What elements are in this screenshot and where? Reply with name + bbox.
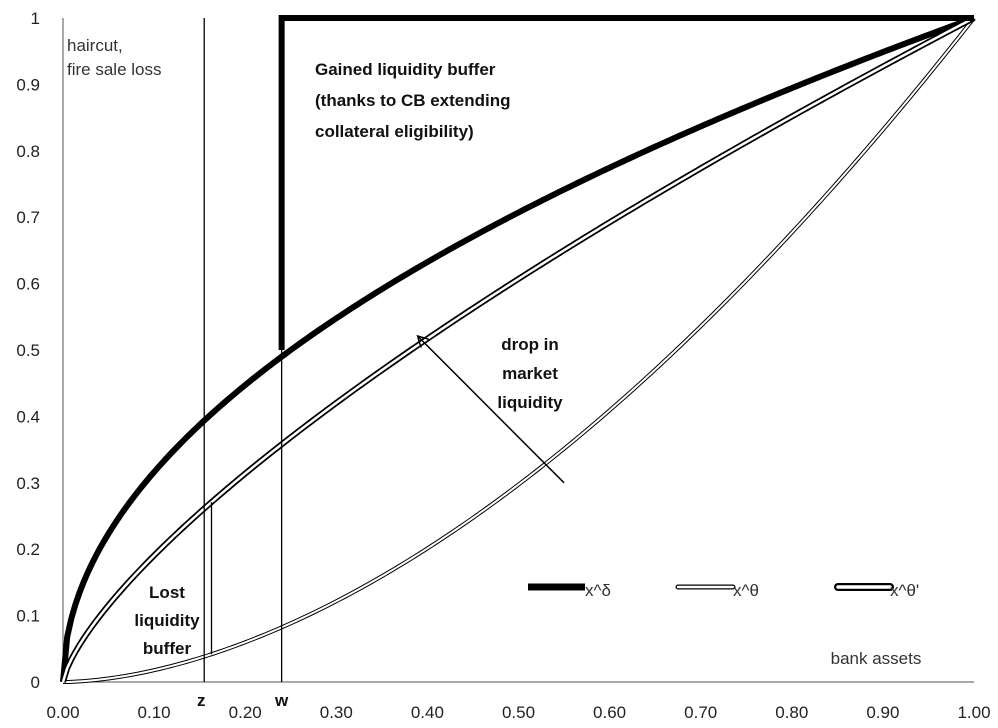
- x-tick-label: 0.40: [411, 703, 444, 722]
- gained-buffer-line: (thanks to CB extending: [315, 91, 511, 110]
- x-tick-label: 1.00: [957, 703, 990, 722]
- y-axis-note-line: haircut,: [67, 36, 123, 55]
- y-tick-label: 1: [31, 9, 40, 28]
- x-tick-label: 0.30: [320, 703, 353, 722]
- y-tick-label: 0.1: [16, 607, 40, 626]
- y-tick-label: 0.5: [16, 341, 40, 360]
- legend-theta-prime-label: x^θ': [890, 581, 919, 600]
- y-tick-label: 0.2: [16, 540, 40, 559]
- drop-liquidity-line: market: [502, 364, 558, 383]
- cb-boundary-line: [278, 15, 974, 350]
- x-tick-label: 0.10: [138, 703, 171, 722]
- y-tick-label: 0.8: [16, 142, 40, 161]
- annotations: haircut, fire sale loss Gained liquidity b…: [67, 36, 921, 668]
- axes: [62, 18, 974, 683]
- tick-labels: 0 0.1 0.2 0.3 0.4 0.5 0.6 0.7 0.8 0.9 1 0.00 0.10 0.2…: [16, 9, 990, 722]
- series-lines: [60, 15, 976, 684]
- x-tick-label: 0.50: [502, 703, 535, 722]
- x-tick-label: 0.20: [229, 703, 262, 722]
- x-tick-label: 0.60: [593, 703, 626, 722]
- x-tick-label: 0.80: [775, 703, 808, 722]
- y-tick-label: 0.4: [16, 407, 40, 426]
- legend: x^δ x^θ x^θ': [528, 581, 919, 600]
- series-line-theta-inner: [62, 17, 975, 683]
- x-tick-label: 0.00: [46, 703, 79, 722]
- drop-liquidity-line: drop in: [501, 335, 559, 354]
- lost-buffer-line: liquidity: [134, 611, 200, 630]
- x-axis-label: bank assets: [831, 649, 922, 668]
- x-tick-label: 0.90: [866, 703, 899, 722]
- legend-theta-label: x^θ: [733, 581, 759, 600]
- gained-buffer-line: collateral eligibility): [315, 122, 474, 141]
- y-tick-label: 0: [31, 673, 40, 692]
- drop-liquidity-arrow: [418, 337, 565, 484]
- lost-buffer-line: Lost: [149, 583, 185, 602]
- y-tick-label: 0.3: [16, 474, 40, 493]
- marker-z-label: z: [197, 691, 206, 710]
- y-tick-label: 0.9: [16, 75, 40, 94]
- y-axis-note-line: fire sale loss: [67, 60, 161, 79]
- series-line-theta-prime-inner: [61, 16, 975, 683]
- marker-w-label: w: [274, 691, 289, 710]
- series-line-delta: [60, 15, 976, 683]
- y-tick-label: 0.6: [16, 275, 40, 294]
- lost-buffer-line: buffer: [143, 639, 192, 658]
- y-tick-label: 0.7: [16, 208, 40, 227]
- legend-delta-label: x^δ: [585, 581, 611, 600]
- gained-buffer-line: Gained liquidity buffer: [315, 60, 496, 79]
- x-tick-label: 0.70: [684, 703, 717, 722]
- drop-liquidity-line: liquidity: [497, 393, 563, 412]
